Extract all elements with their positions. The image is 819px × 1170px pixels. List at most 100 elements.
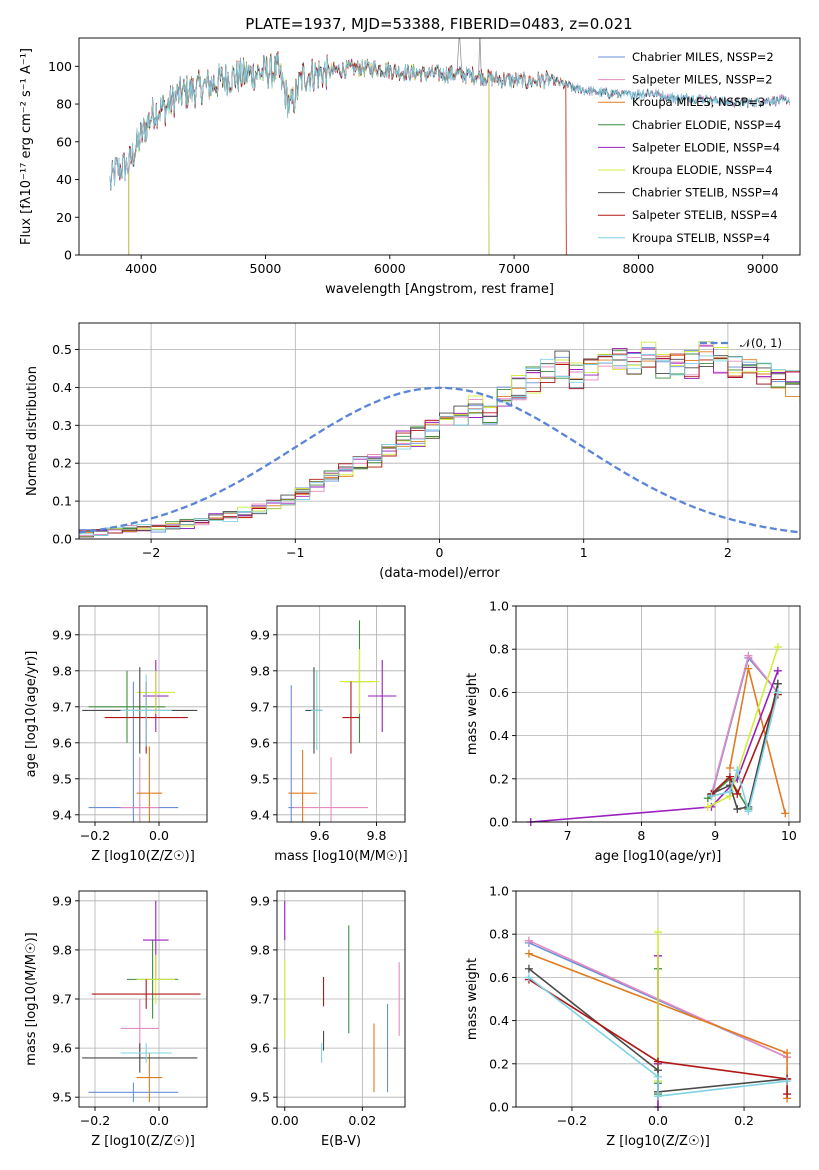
mass-weight-marker: [783, 1090, 792, 1099]
spectrum-series-line: [109, 53, 790, 189]
age-vs-Z-panel: −0.2 0.0 9.4 9.5 9.6 9.7 9.8 9.9 Z [log10(Z/Z☉)]…: [24, 605, 208, 864]
x-tick-label: 0.0: [648, 1113, 668, 1128]
spectrum-series-line: [128, 51, 490, 255]
x-tick-label: 0.0: [149, 828, 169, 843]
mass-weight-marker: [773, 666, 782, 675]
y-tick-label: 60: [56, 134, 72, 149]
x-tick-label: 2: [724, 545, 732, 560]
x-axis-label: Z [log10(Z/Z☉)]: [91, 849, 195, 864]
mass-vs-Z-panel: −0.2 0.0 9.5 9.6 9.7 9.8 9.9 Z [log10(Z/Z☉)] mas…: [24, 890, 208, 1149]
histogram-series-step: [79, 354, 800, 537]
y-tick-label: 9.7: [52, 992, 72, 1007]
axes-frame: [78, 605, 208, 823]
y-tick-label: 9.9: [250, 893, 270, 908]
mass-weight-marker: [524, 936, 533, 945]
histogram-series-step: [79, 341, 800, 533]
x-tick-label: 1: [580, 545, 588, 560]
spectrum-series-line: [128, 54, 567, 255]
y-axis-label: age [log10(age/yr)]: [24, 651, 39, 778]
mass-weight-marker: [524, 964, 533, 973]
y-tick-label: 0.0: [489, 815, 509, 830]
spectrum-series-line: [128, 53, 490, 255]
y-tick-label: 1.0: [489, 884, 509, 899]
histogram-series-step: [79, 353, 800, 534]
spectrum-series-line: [128, 52, 490, 255]
y-tick-label: 9.8: [52, 663, 72, 678]
x-axis-label: Z [log10(Z/Z☉)]: [91, 1134, 195, 1149]
legend-label: Kroupa ELODIE, NSSP=4: [632, 163, 773, 177]
errorbar-point: [120, 757, 159, 822]
mass-weight-marker: [783, 1077, 792, 1086]
x-tick-label: −0.2: [557, 1113, 587, 1128]
x-tick-label: 9000: [747, 261, 779, 276]
figure-title: PLATE=1937, MJD=53388, FIBERID=0483, z=0…: [245, 15, 632, 33]
errorbar-point: [88, 670, 166, 743]
legend-label: 𝒩(0, 1): [740, 336, 782, 350]
x-tick-label: 6000: [374, 261, 406, 276]
y-tick-label: 9.4: [52, 807, 72, 822]
errorbar-point: [88, 1082, 179, 1103]
x-tick-label: 9.8: [367, 828, 387, 843]
mass-weight-marker: [703, 802, 712, 811]
legend-label: Chabrier ELODIE, NSSP=4: [632, 118, 781, 132]
x-axis-label: age [log10(age/yr)]: [595, 849, 722, 864]
mass-weight-marker: [781, 809, 790, 818]
errorbar-point: [288, 750, 317, 822]
mass-weight-marker: [744, 807, 753, 816]
errorbar-point: [136, 954, 175, 1004]
y-tick-label: 0.8: [489, 642, 509, 657]
y-tick-label: 9.7: [52, 699, 72, 714]
mass-weight-marker: [744, 664, 753, 673]
mass-weight-marker: [654, 1057, 662, 1066]
y-tick-label: 100: [48, 59, 72, 74]
errorbar-point: [339, 649, 380, 714]
y-axis-label: mass weight: [465, 673, 480, 755]
histogram-series-step: [79, 348, 800, 534]
x-tick-label: 0.02: [348, 1113, 376, 1128]
y-tick-label: 0.4: [489, 728, 509, 743]
y-tick-label: 9.8: [52, 942, 72, 957]
x-axis-label: E(B-V): [321, 1134, 361, 1149]
errorbar-point: [91, 979, 201, 1009]
errorbar-point: [136, 1053, 163, 1103]
x-tick-label: 10: [781, 828, 797, 843]
normal-curve: [79, 386, 800, 534]
mass-weight-marker: [733, 805, 742, 814]
x-tick-label: 7: [564, 828, 572, 843]
x-axis-label: Z [log10(Z/Z☉)]: [606, 1134, 710, 1149]
y-tick-label: 9.6: [52, 1041, 72, 1056]
mass-weight-series-line: [528, 976, 788, 1098]
histogram-series-step: [79, 345, 800, 538]
x-axis-label: mass [log10(M/M☉)]: [274, 849, 407, 864]
y-tick-label: 9.9: [250, 627, 270, 642]
y-tick-label: 9.5: [52, 771, 72, 786]
x-tick-label: 4000: [125, 261, 157, 276]
y-tick-label: 9.8: [250, 942, 270, 957]
x-tick-label: 8000: [622, 261, 654, 276]
y-tick-label: 9.8: [250, 663, 270, 678]
y-axis-label: Normed distribution: [25, 366, 40, 496]
y-tick-label: 9.5: [52, 1090, 72, 1105]
y-tick-label: 1.0: [489, 599, 509, 614]
mass-weight-series-line: [710, 694, 779, 796]
errorbar-point: [288, 685, 295, 822]
emission-line: [456, 38, 482, 74]
legend-label: Chabrier MILES, NSSP=2: [632, 50, 774, 64]
y-tick-label: 80: [56, 97, 72, 112]
y-tick-label: 0.6: [489, 970, 509, 985]
y-axis-label: mass [log10(M/M☉)]: [24, 932, 39, 1065]
mass-weight-marker: [524, 973, 533, 982]
y-tick-label: 9.7: [250, 699, 270, 714]
x-tick-label: 9.6: [310, 828, 330, 843]
y-tick-label: 0.2: [52, 456, 72, 471]
y-axis-label: Flux [fλ10⁻¹⁷ erg cm⁻² s⁻¹ A⁻¹]: [19, 48, 34, 245]
x-axis-label: (data-model)/error: [379, 566, 500, 581]
spectrum-panel: 4000 5000 6000 7000 8000 9000 0 20 40 60 80 100 wave…: [19, 37, 801, 297]
x-tick-label: 7000: [498, 261, 530, 276]
legend-label: Salpeter MILES, NSSP=2: [632, 73, 773, 87]
x-tick-label: 0: [436, 545, 444, 560]
x-tick-label: −0.2: [80, 1113, 110, 1128]
y-tick-label: 40: [56, 172, 72, 187]
errorbar-point: [136, 670, 175, 714]
mass-weight-marker: [725, 764, 734, 772]
